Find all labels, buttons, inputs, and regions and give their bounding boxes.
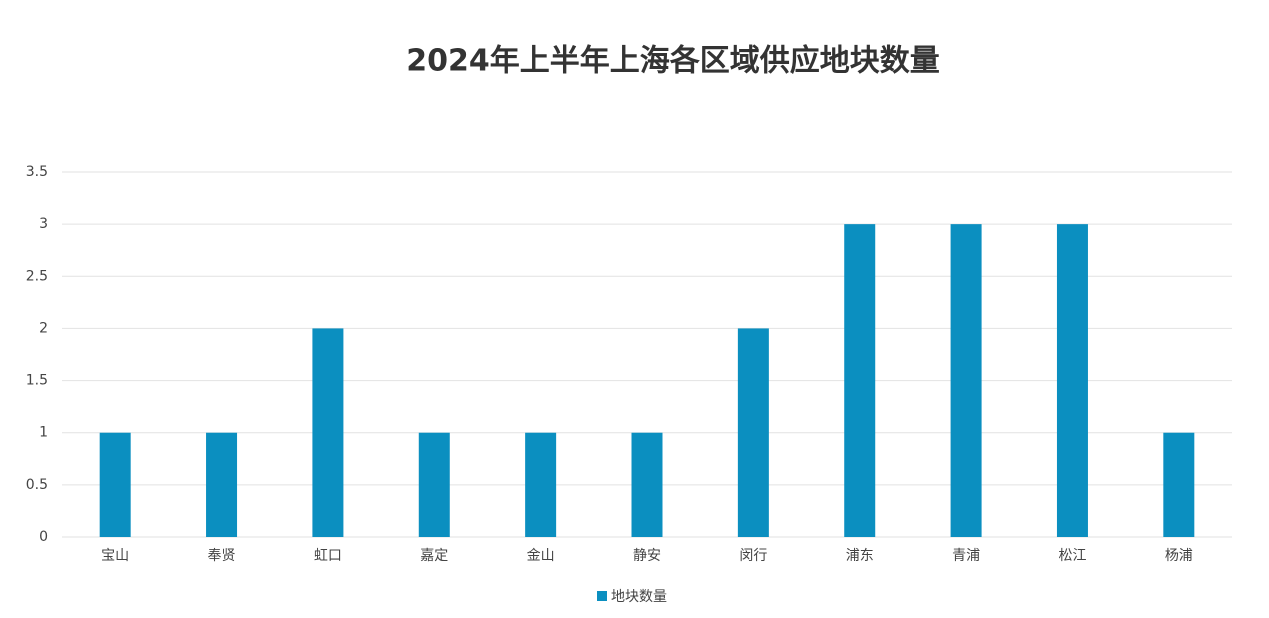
y-tick-label: 2.5 [26, 268, 48, 284]
x-tick-label: 宝山 [101, 548, 129, 564]
bar [950, 224, 982, 537]
x-tick-label: 浦东 [846, 548, 874, 564]
bar [525, 432, 557, 537]
y-tick-label: 1 [39, 425, 48, 441]
x-tick-label: 静安 [633, 548, 661, 564]
y-tick-label: 3 [39, 216, 48, 232]
x-tick-label: 嘉定 [420, 548, 448, 564]
bar [1056, 224, 1088, 537]
bar [312, 328, 344, 537]
bar [631, 432, 663, 537]
y-tick-label: 0.5 [26, 477, 48, 493]
legend-swatch [597, 591, 607, 601]
y-tick-label: 1.5 [26, 373, 48, 389]
bar [418, 432, 450, 537]
x-tick-label: 奉贤 [208, 548, 236, 564]
bar [844, 224, 876, 537]
bar [99, 432, 131, 537]
x-tick-label: 虹口 [314, 548, 342, 564]
y-tick-label: 2 [39, 320, 48, 336]
legend-label: 地块数量 [611, 589, 667, 605]
bar [1163, 432, 1195, 537]
bar [206, 432, 238, 537]
y-tick-label: 3.5 [26, 164, 48, 180]
x-tick-label: 杨浦 [1165, 548, 1193, 564]
x-tick-label: 松江 [1058, 548, 1086, 564]
y-tick-label: 0 [39, 529, 48, 545]
x-tick-label: 闵行 [739, 548, 767, 564]
chart-title: 2024年上半年上海各区域供应地块数量 [406, 44, 940, 79]
bar [737, 328, 769, 537]
x-tick-label: 金山 [527, 548, 555, 564]
x-tick-label: 青浦 [952, 548, 980, 564]
